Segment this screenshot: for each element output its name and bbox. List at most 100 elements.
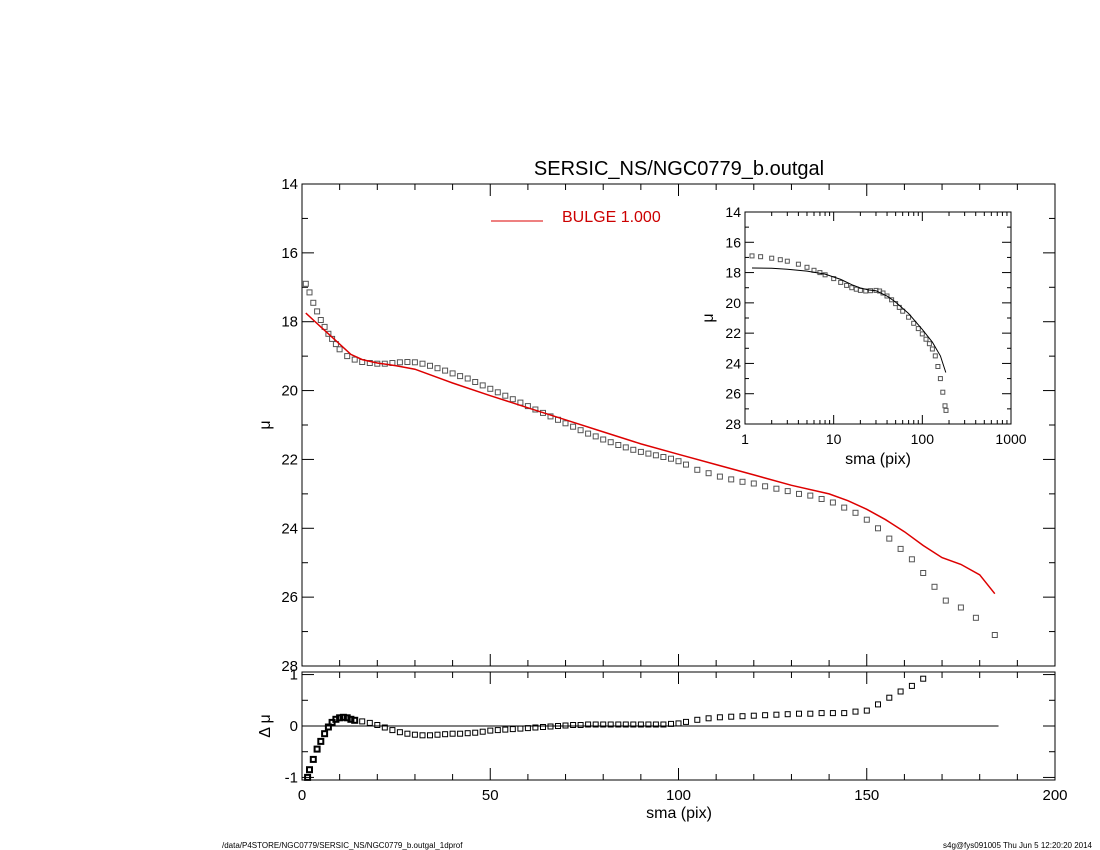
series-0-point [911, 320, 917, 326]
series-0-point [923, 336, 929, 342]
series-0-point [577, 427, 584, 434]
series-0-point [524, 725, 531, 732]
series-0-point [339, 713, 347, 721]
series-0-point [716, 473, 723, 480]
series-0-point [562, 420, 569, 427]
series-0-point [769, 255, 775, 261]
series-0-point [464, 375, 471, 382]
series-0-point [660, 721, 667, 728]
series-0-point [306, 766, 313, 774]
series-0-point [804, 264, 810, 270]
x-tick-label: 100 [666, 787, 691, 804]
y-tick-label: 22 [725, 325, 741, 341]
series-0-point [532, 724, 539, 731]
series-0-point [863, 516, 870, 523]
inset-y-axis-title: μ [700, 313, 717, 322]
series-0-point [585, 721, 592, 728]
main-data-series [302, 280, 998, 638]
inset-panel: 1 10 100 1000 14 16 18 20 22 24 26 28 μ sma (pix) [700, 204, 1027, 468]
y-tick-label: 1 [290, 667, 298, 684]
series-0-point [777, 257, 783, 263]
series-0-point [434, 365, 441, 372]
series-0-point [931, 583, 938, 590]
series-0-point [716, 714, 723, 721]
series-0-point [957, 604, 964, 611]
series-0-point [908, 556, 915, 563]
x-tick-label: 1 [741, 431, 749, 447]
series-0-point [863, 707, 870, 714]
x-tick-label: 10 [826, 431, 842, 447]
series-0-point [683, 718, 689, 725]
series-0-point [547, 723, 554, 730]
series-0-point [762, 712, 769, 719]
series-0-point [351, 716, 359, 724]
series-0-point [324, 723, 332, 731]
residual-axis-ticks: 0 50 100 150 200-101 [285, 667, 1068, 804]
series-0-point [449, 730, 456, 737]
series-0-point [675, 720, 682, 727]
y-tick-label: 16 [281, 245, 298, 262]
y-tick-label: 24 [725, 355, 741, 371]
x-tick-label: 50 [482, 787, 499, 804]
inset-plot-frame [744, 211, 1012, 425]
x-tick-label: 200 [1042, 787, 1067, 804]
series-0-point [758, 254, 764, 260]
series-0-point [359, 718, 366, 725]
series-0-point [749, 253, 755, 259]
inset-x-axis-title: sma (pix) [845, 451, 911, 468]
series-0-point [750, 480, 757, 487]
series-0-point [404, 730, 411, 737]
series-0-point [344, 353, 351, 360]
series-0-point [509, 396, 516, 403]
y-tick-label: 26 [281, 589, 298, 606]
series-0-point [317, 737, 325, 745]
residual-data-series [304, 675, 999, 781]
series-0-point [479, 382, 486, 389]
series-0-point [637, 721, 644, 728]
series-0-point [829, 499, 836, 506]
series-0-point [694, 716, 701, 723]
series-0-point [600, 436, 607, 443]
series-0-point [434, 731, 441, 738]
series-0-point [419, 732, 426, 739]
series-0-point [472, 379, 479, 385]
series-0-point [852, 708, 859, 715]
series-0-point [317, 317, 324, 323]
series-0-point [875, 701, 881, 708]
series-1-line [751, 267, 947, 373]
legend-label: BULGE 1.000 [562, 209, 661, 226]
y-tick-label: 28 [281, 658, 298, 675]
series-0-point [607, 439, 614, 446]
series-0-point [304, 773, 312, 781]
series-0-point [306, 289, 313, 296]
series-0-point [396, 729, 403, 736]
series-0-point [652, 452, 659, 459]
inset-axis-ticks: 1 10 100 1000 14 16 18 20 22 24 26 28 [725, 204, 1026, 447]
series-0-point [570, 722, 577, 728]
series-0-point [381, 724, 388, 731]
series-0-point [935, 364, 941, 369]
series-0-point [852, 509, 859, 516]
series-0-point [325, 330, 332, 337]
series-0-point [886, 694, 893, 701]
series-0-point [942, 403, 948, 409]
series-1-line [305, 312, 996, 595]
series-0-point [302, 280, 309, 287]
x-tick-label: 100 [911, 431, 935, 447]
footer-file-path: /data/P4STORE/NGC0779/SERSIC_NS/NGC0779_… [222, 841, 463, 850]
series-0-point [838, 279, 844, 285]
series-0-point [630, 721, 637, 728]
y-tick-label: 20 [281, 383, 298, 400]
series-0-point [796, 710, 802, 717]
series-0-point [728, 476, 735, 483]
series-0-point [502, 726, 509, 733]
series-0-point [449, 370, 456, 377]
series-0-point [920, 675, 927, 682]
series-0-point [818, 710, 825, 717]
y-tick-label: 26 [725, 386, 741, 402]
series-0-point [427, 362, 433, 369]
series-0-point [351, 356, 358, 363]
y-tick-label: -1 [285, 769, 298, 786]
series-0-point [366, 719, 373, 726]
series-0-point [940, 389, 946, 395]
